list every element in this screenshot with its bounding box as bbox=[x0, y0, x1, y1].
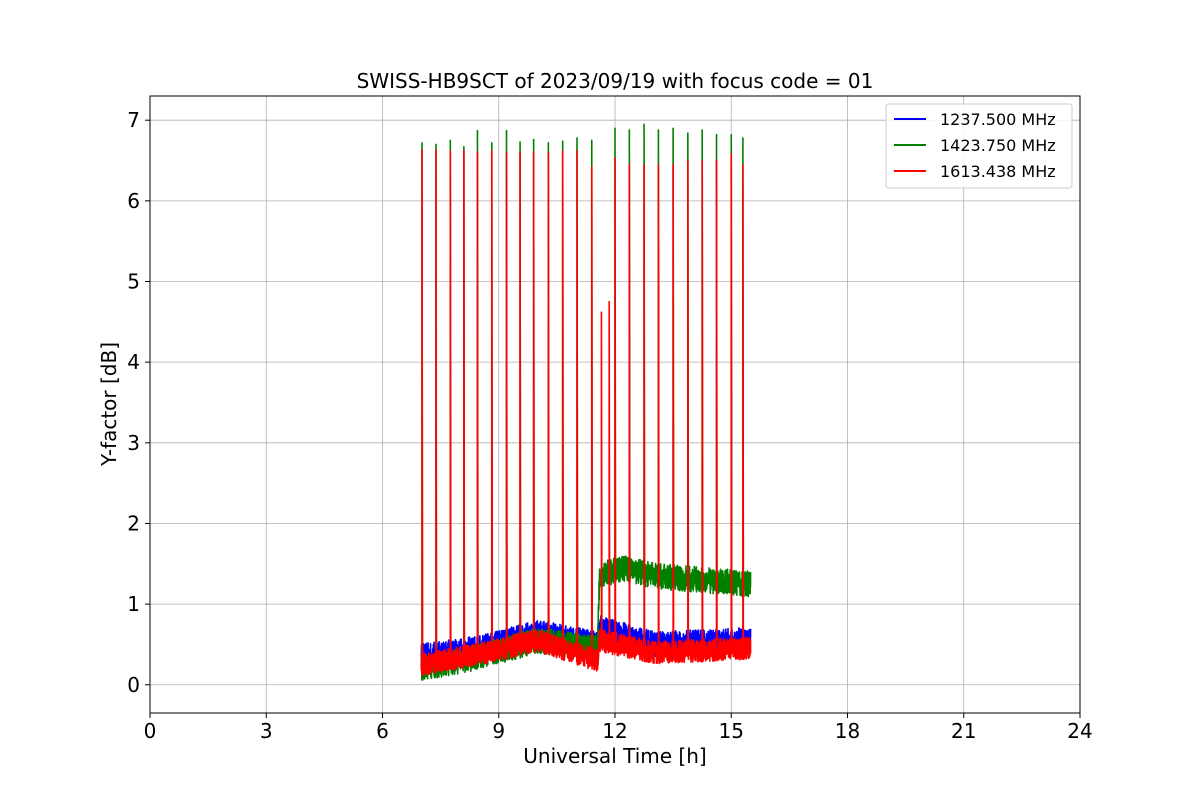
x-axis-label: Universal Time [h] bbox=[523, 744, 706, 768]
y-tick-label: 2 bbox=[127, 511, 140, 535]
y-tick-label: 4 bbox=[127, 350, 140, 374]
legend-label: 1423.750 MHz bbox=[940, 136, 1056, 155]
x-tick-label: 0 bbox=[144, 719, 157, 743]
chart-title: SWISS-HB9SCT of 2023/09/19 with focus co… bbox=[357, 69, 874, 93]
legend-label: 1613.438 MHz bbox=[940, 162, 1056, 181]
legend: 1237.500 MHz 1423.750 MHz 1613.438 MHz bbox=[885, 103, 1073, 189]
y-tick-label: 3 bbox=[127, 431, 140, 455]
x-tick-label: 15 bbox=[719, 719, 744, 743]
x-tick-label: 12 bbox=[602, 719, 627, 743]
x-tick-label: 9 bbox=[492, 719, 505, 743]
y-tick-label: 1 bbox=[127, 592, 140, 616]
legend-label: 1237.500 MHz bbox=[940, 110, 1056, 129]
series-line-3 bbox=[420, 149, 752, 677]
legend-box bbox=[885, 103, 1073, 189]
y-tick-label: 0 bbox=[127, 673, 140, 697]
x-tick-label: 6 bbox=[376, 719, 389, 743]
y-tick-label: 6 bbox=[127, 189, 140, 213]
x-tick-label: 18 bbox=[835, 719, 860, 743]
x-tick-label: 24 bbox=[1067, 719, 1092, 743]
y-tick-label: 5 bbox=[127, 270, 140, 294]
x-tick-label: 3 bbox=[260, 719, 273, 743]
y-axis-label: Y-factor [dB] bbox=[97, 342, 121, 467]
y-tick-label: 7 bbox=[127, 108, 140, 132]
series-group bbox=[420, 123, 752, 681]
x-tick-label: 21 bbox=[951, 719, 976, 743]
